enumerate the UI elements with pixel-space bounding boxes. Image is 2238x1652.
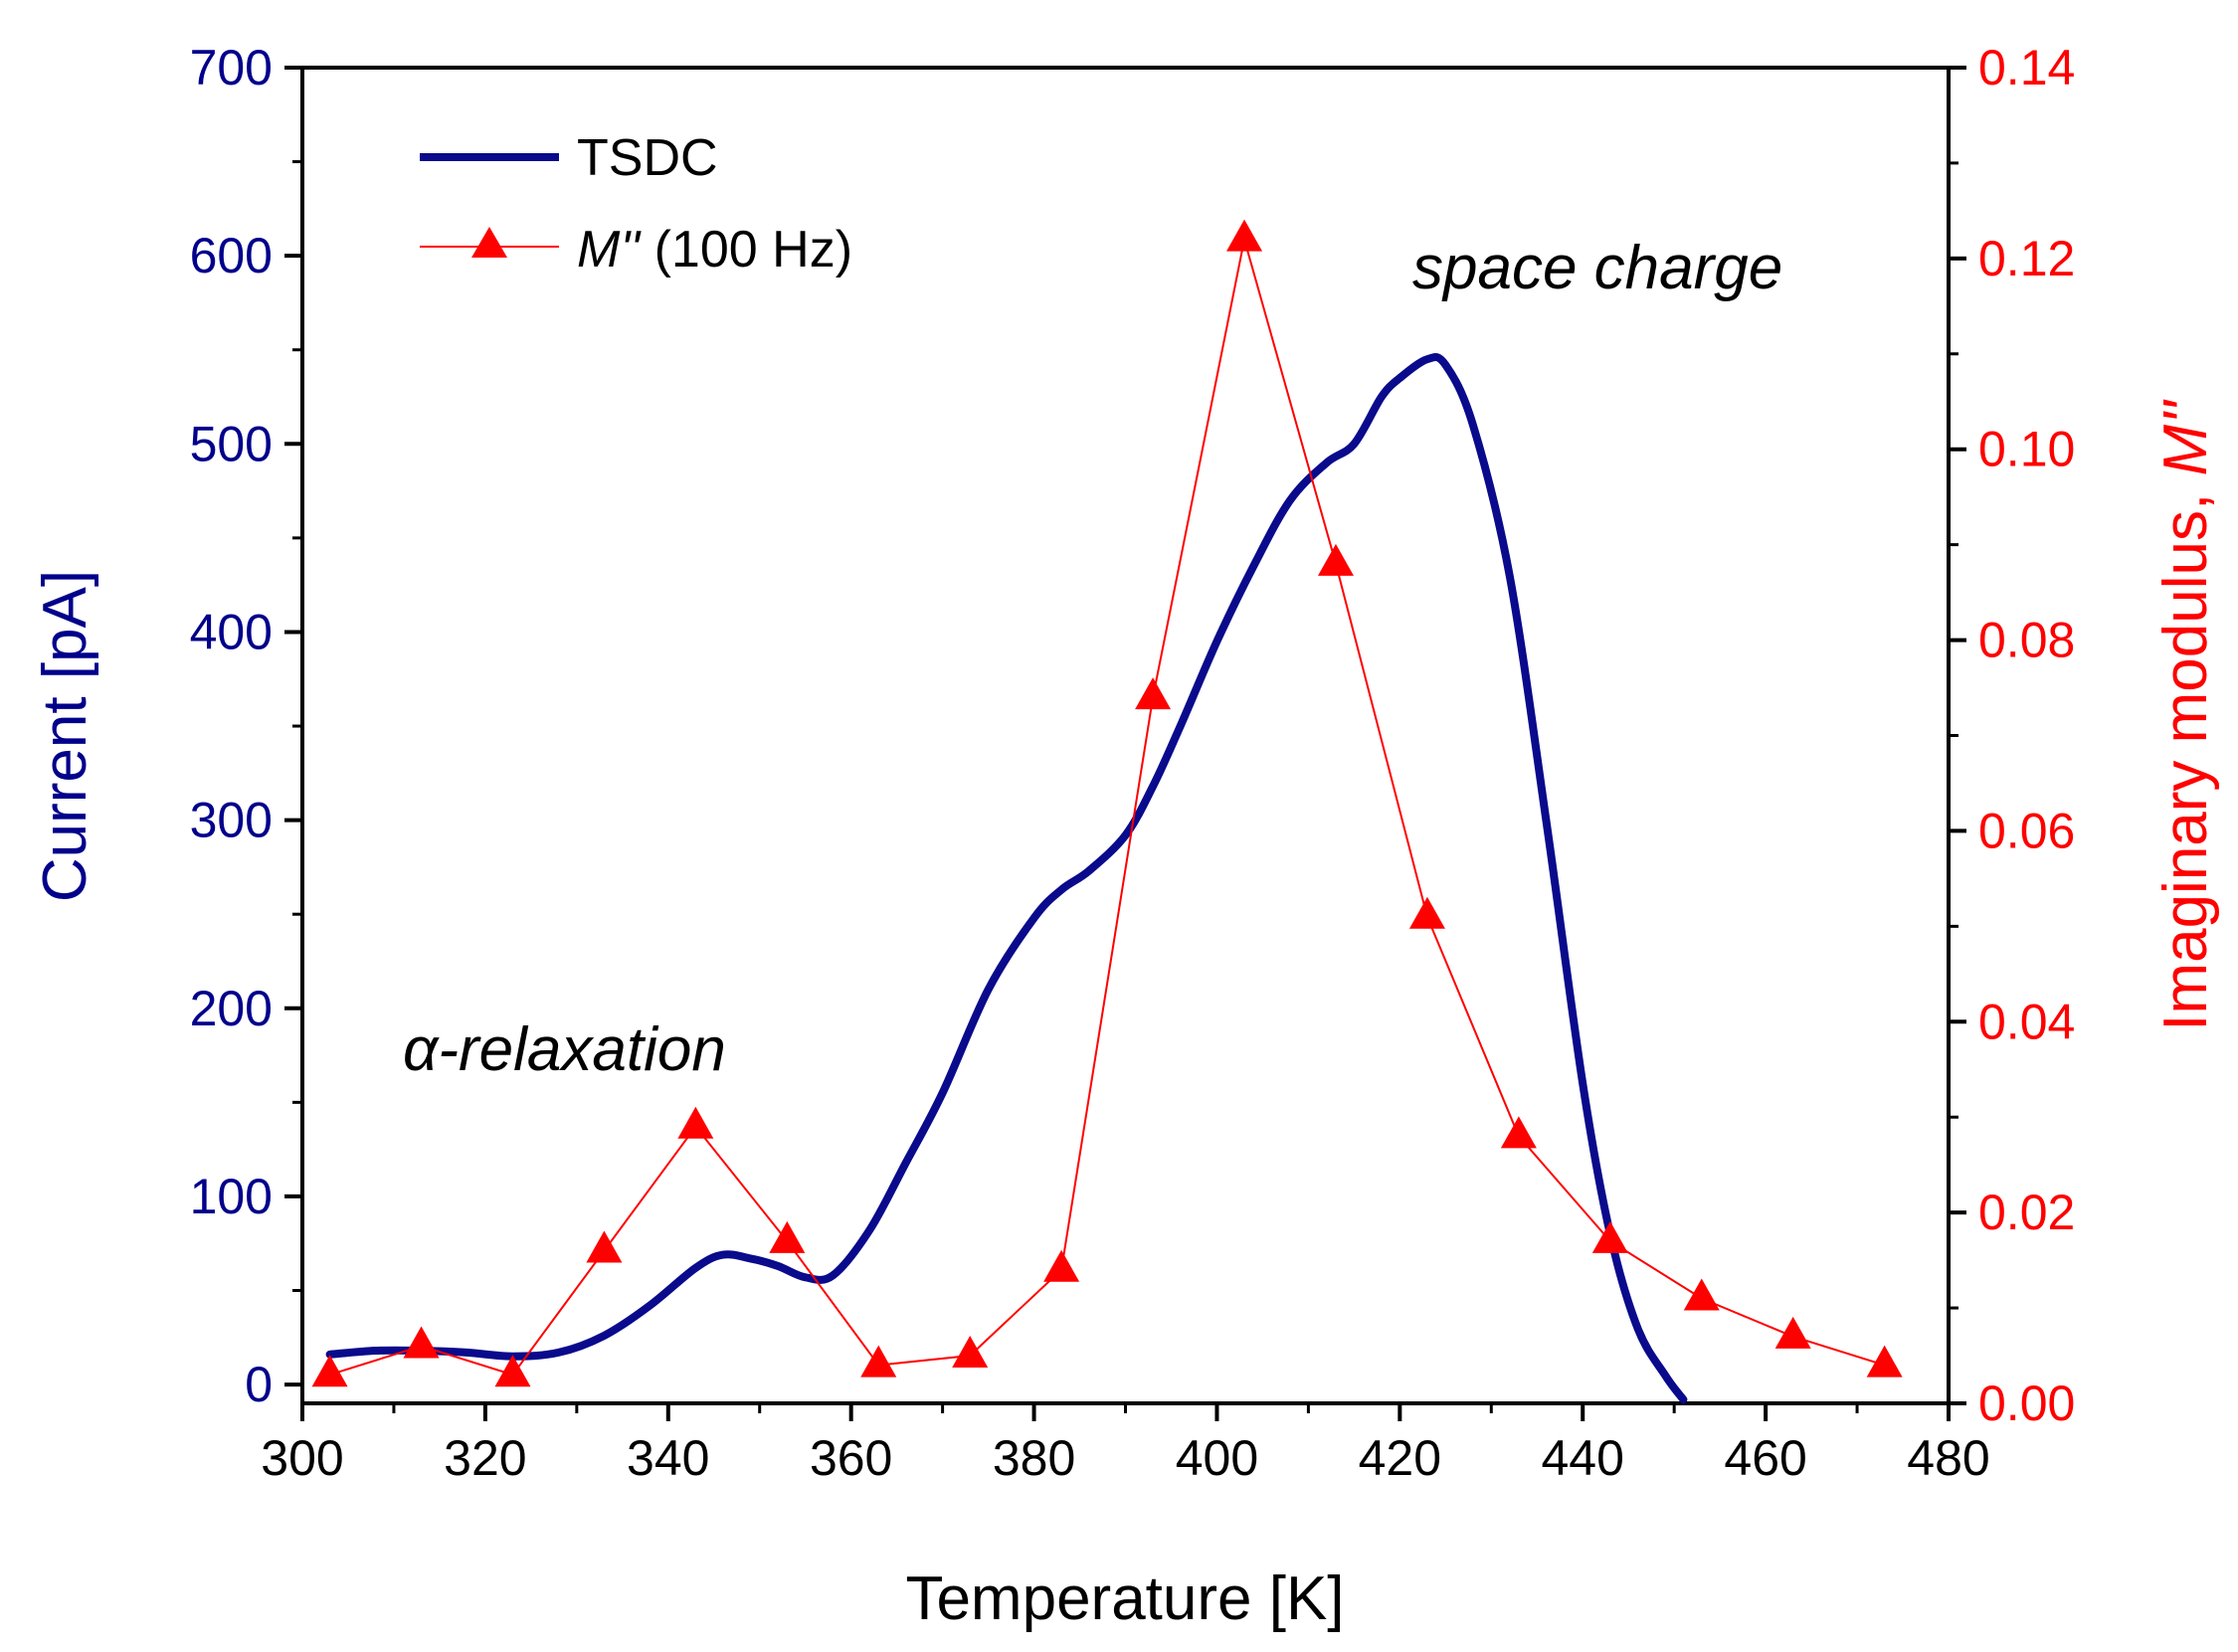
x-tick-label: 320 <box>444 1430 526 1486</box>
series-modulus-point <box>1408 896 1445 929</box>
left-tick-label: 300 <box>190 793 273 848</box>
x-axis-title: Temperature [K] <box>905 1564 1344 1633</box>
left-tick-label: 200 <box>190 981 273 1036</box>
x-tick-label: 480 <box>1907 1430 1989 1486</box>
series-modulus-point <box>1500 1116 1537 1149</box>
annotation-space-charge: space charge <box>1412 234 1782 302</box>
x-tick-label: 400 <box>1176 1430 1258 1486</box>
x-tick-label: 360 <box>810 1430 892 1486</box>
series-modulus-point <box>1226 219 1263 252</box>
series-modulus-point <box>677 1106 714 1139</box>
legend-modulus-symbol: M'' <box>577 221 642 278</box>
x-tick-label: 460 <box>1724 1430 1806 1486</box>
legend: TSDC M'' (100 Hz) <box>420 129 852 278</box>
series-modulus-point <box>952 1336 989 1369</box>
x-tick-label: 380 <box>993 1430 1075 1486</box>
x-tick-label: 440 <box>1542 1430 1624 1486</box>
legend-modulus-label: M'' (100 Hz) <box>577 221 852 278</box>
series-modulus-point <box>1866 1345 1903 1377</box>
right-tick-label: 0.08 <box>1978 613 2075 668</box>
legend-tsdc-label: TSDC <box>577 129 718 187</box>
series-modulus-point <box>311 1355 348 1387</box>
left-tick-label: 600 <box>190 228 273 283</box>
x-tick-label: 300 <box>261 1430 343 1486</box>
right-y-axis: 0.00 0.02 0.04 0.06 0.08 0.10 0.12 0.14 <box>1949 40 2075 1431</box>
legend-modulus-marker <box>471 227 507 258</box>
right-y-axis-title-prefix: Imaginary modulus, <box>2151 476 2220 1031</box>
right-y-axis-title-symbol: M'' <box>2151 399 2220 475</box>
series-modulus-point <box>1591 1220 1628 1253</box>
right-tick-label: 0.02 <box>1978 1185 2075 1240</box>
left-tick-label: 100 <box>190 1169 273 1224</box>
series-modulus-point <box>1774 1316 1811 1349</box>
right-y-axis-title: Imaginary modulus, M'' <box>2151 399 2220 1031</box>
x-tick-label: 420 <box>1359 1430 1441 1486</box>
x-tick-label: 340 <box>627 1430 709 1486</box>
left-tick-label: 700 <box>190 40 273 95</box>
left-tick-label: 400 <box>190 604 273 659</box>
series-modulus-point <box>586 1230 623 1263</box>
left-y-axis: 0 100 200 300 400 500 600 700 <box>190 40 302 1412</box>
left-tick-label: 500 <box>190 416 273 471</box>
series-tsdc-line <box>325 353 1688 1404</box>
right-tick-label: 0.06 <box>1978 803 2075 858</box>
series-modulus-line <box>329 239 1885 1377</box>
series-modulus-point <box>494 1355 531 1387</box>
annotation-alpha-relaxation: α-relaxation <box>403 1015 726 1084</box>
series-modulus-point <box>1043 1249 1080 1282</box>
right-tick-label: 0.04 <box>1978 994 2075 1049</box>
series-modulus-point <box>860 1345 897 1377</box>
right-tick-label: 0.12 <box>1978 231 2075 286</box>
legend-modulus-suffix: (100 Hz) <box>640 221 852 278</box>
series-modulus-point <box>1317 543 1354 576</box>
right-tick-label: 0.10 <box>1978 422 2075 477</box>
left-y-axis-title: Current [pA] <box>31 570 99 902</box>
left-tick-label: 0 <box>245 1357 273 1412</box>
right-tick-label: 0.14 <box>1978 40 2075 95</box>
right-tick-label: 0.00 <box>1978 1376 2075 1431</box>
series-modulus-point <box>403 1326 440 1359</box>
series-modulus-point <box>1683 1278 1720 1311</box>
x-axis: 300 320 340 360 380 400 420 440 460 480 <box>261 1403 1990 1486</box>
series-modulus-point <box>769 1220 806 1253</box>
series-layer <box>311 219 1903 1404</box>
series-modulus-point <box>1135 677 1172 710</box>
